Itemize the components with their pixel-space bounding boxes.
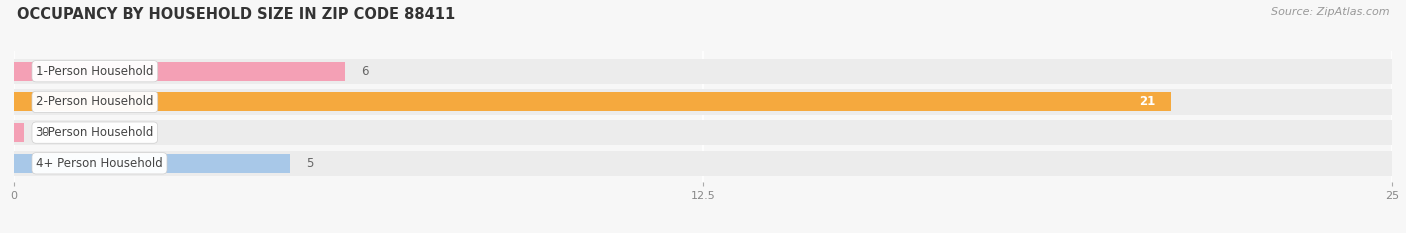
Bar xyxy=(14,62,344,81)
Bar xyxy=(14,123,24,142)
Bar xyxy=(14,120,1392,145)
Text: 3-Person Household: 3-Person Household xyxy=(37,126,153,139)
Bar xyxy=(14,93,1171,111)
Bar xyxy=(14,59,1392,84)
Bar xyxy=(14,151,1392,176)
Bar xyxy=(14,154,290,173)
Text: 5: 5 xyxy=(307,157,314,170)
Text: 2-Person Household: 2-Person Household xyxy=(37,96,153,108)
Text: 1-Person Household: 1-Person Household xyxy=(37,65,153,78)
Text: 6: 6 xyxy=(361,65,368,78)
Text: 4+ Person Household: 4+ Person Household xyxy=(37,157,163,170)
Text: Source: ZipAtlas.com: Source: ZipAtlas.com xyxy=(1271,7,1389,17)
Bar xyxy=(14,89,1392,114)
Text: 0: 0 xyxy=(42,126,49,139)
Text: OCCUPANCY BY HOUSEHOLD SIZE IN ZIP CODE 88411: OCCUPANCY BY HOUSEHOLD SIZE IN ZIP CODE … xyxy=(17,7,456,22)
Text: 21: 21 xyxy=(1139,96,1154,108)
